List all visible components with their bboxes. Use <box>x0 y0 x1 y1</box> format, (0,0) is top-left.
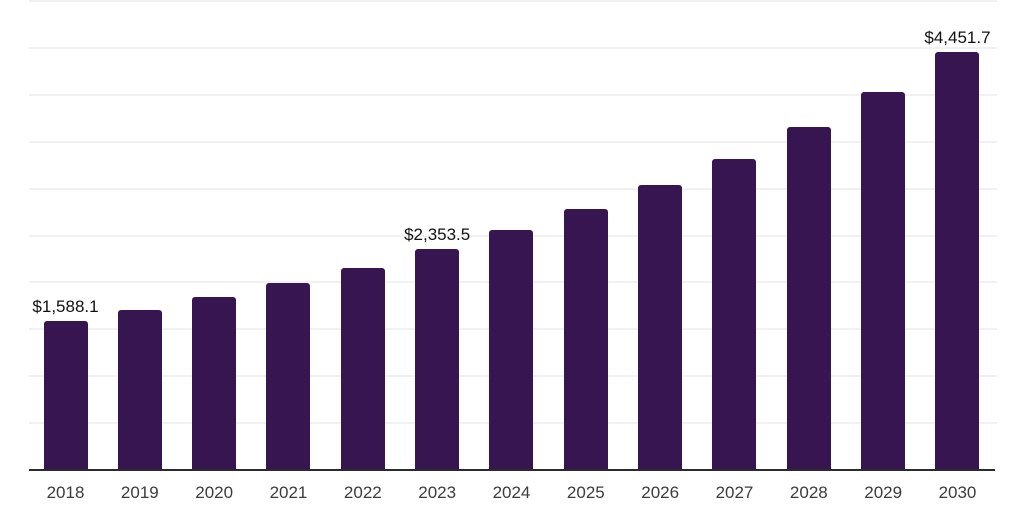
x-tick-2018: 2018 <box>46 483 85 502</box>
gridline-3000 <box>29 187 997 190</box>
x-tick-2023: 2023 <box>418 483 457 502</box>
value-label-2018: $1,588.1 <box>32 297 99 317</box>
x-tick-2030: 2030 <box>938 483 977 502</box>
value-label-2023: $2,353.5 <box>404 225 471 245</box>
x-tick-2026: 2026 <box>641 483 680 502</box>
bar-2023 <box>415 249 460 470</box>
x-tick-2024: 2024 <box>492 483 531 502</box>
value-label-2030: $4,451.7 <box>924 28 991 48</box>
bar-2028 <box>786 127 831 470</box>
bar-2019 <box>117 310 162 470</box>
x-tick-2022: 2022 <box>343 483 382 502</box>
bar-2024 <box>489 230 534 470</box>
gridline-5000 <box>29 0 997 2</box>
x-tick-2028: 2028 <box>789 483 828 502</box>
x-tick-2025: 2025 <box>566 483 605 502</box>
x-tick-2029: 2029 <box>864 483 903 502</box>
bar-2027 <box>712 158 757 470</box>
bar-2030 <box>935 52 980 470</box>
bar-2020 <box>192 296 237 470</box>
bar-2029 <box>861 91 906 470</box>
bar-2026 <box>638 185 683 470</box>
gridline-4000 <box>29 93 997 96</box>
x-tick-2020: 2020 <box>195 483 234 502</box>
gridline-4500 <box>29 46 997 49</box>
x-tick-2027: 2027 <box>715 483 754 502</box>
bar-2021 <box>266 283 311 470</box>
x-axis-line <box>29 468 995 471</box>
bar-2018 <box>43 321 88 470</box>
bar-2025 <box>563 209 608 470</box>
x-tick-2021: 2021 <box>269 483 308 502</box>
gridline-3500 <box>29 140 997 143</box>
x-tick-2019: 2019 <box>120 483 159 502</box>
bar-2022 <box>340 268 385 470</box>
